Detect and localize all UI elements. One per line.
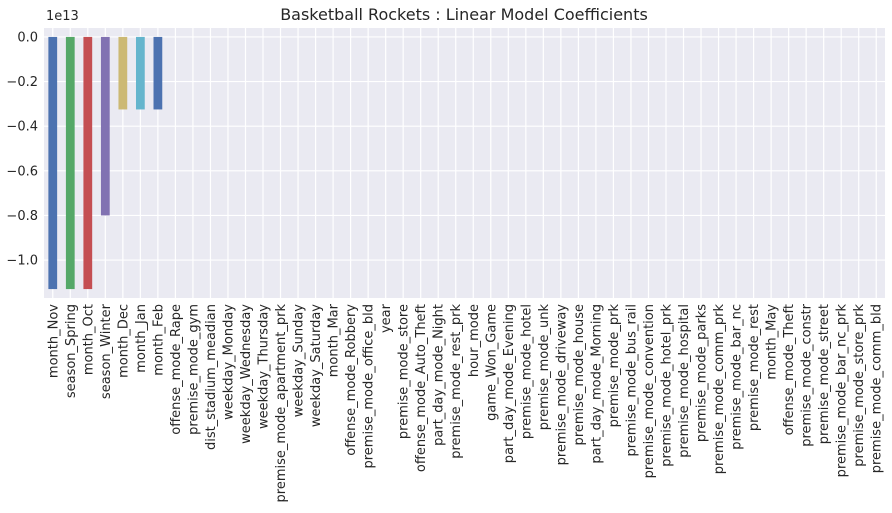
x-axis-ticks: month_Nov season_Spring month_Oct season_Wi… <box>46 303 884 502</box>
x-tick-label: offense_mode_Rape <box>169 304 184 435</box>
x-tick-label: premise_mode_unk <box>537 304 552 431</box>
x-tick-label: month_Nov <box>46 304 61 378</box>
x-tick-label: premise_mode_bus_rail <box>624 304 639 457</box>
x-tick-label: premise_mode_driveway <box>554 304 569 466</box>
x-tick-label: premise_mode_hotel_prk <box>659 304 674 467</box>
x-tick-label: month_Jan <box>134 304 149 373</box>
x-tick-label: weekday_Wednesday <box>239 304 254 444</box>
x-tick-label: offense_mode_Auto_Theft <box>414 304 429 472</box>
bar-season_Winter <box>100 36 110 216</box>
x-tick-label: season_Spring <box>64 304 79 398</box>
x-tick-label: season_Winter <box>99 303 114 399</box>
x-tick-label: part_day_mode_Night <box>432 304 447 446</box>
y-tick-label: −0.6 <box>6 164 38 179</box>
bar-season_Spring <box>65 36 75 290</box>
y-tick-label: −0.4 <box>6 120 38 135</box>
bar-month_Feb <box>153 36 163 110</box>
x-tick-label: month_May <box>765 304 780 380</box>
x-tick-label: premise_mode_store <box>397 304 412 439</box>
x-tick-label: offense_mode_Theft <box>782 304 797 435</box>
bar-month_Dec <box>118 36 128 110</box>
bar-month_Oct <box>83 36 93 290</box>
x-tick-label: premise_mode_comm_bld <box>870 304 885 473</box>
y-axis-ticks: 0.0 −0.2 −0.4 −0.6 −0.8 −1.0 <box>6 30 38 268</box>
y-tick-label: −1.0 <box>6 254 38 269</box>
x-tick-label: premise_mode_apartment_prk <box>274 304 289 503</box>
x-tick-label: premise_mode_store_prk <box>852 304 867 467</box>
x-tick-label: premise_mode_street <box>817 304 832 444</box>
x-tick-label: premise_mode_bar_nc_prk <box>835 304 850 478</box>
x-tick-label: premise_mode_constr <box>800 303 815 446</box>
x-tick-label: game_Won_Game <box>484 304 499 421</box>
y-gridlines <box>44 36 885 261</box>
y-tick-label: −0.8 <box>6 209 38 224</box>
x-tick-label: premise_mode_rest_prk <box>449 304 464 459</box>
x-tick-label: premise_mode_hotel <box>519 304 534 439</box>
x-tick-label: weekday_Saturday <box>309 304 324 427</box>
x-tick-label: premise_mode_office_bld <box>362 304 377 469</box>
x-tick-label: weekday_Sunday <box>292 304 307 418</box>
x-tick-label: premise_mode_gym <box>186 304 201 435</box>
x-tick-label: premise_mode_parks <box>695 304 710 442</box>
x-tick-label: premise_mode_house <box>572 304 587 445</box>
x-tick-label: month_Dec <box>116 304 131 378</box>
x-tick-label: month_Oct <box>81 304 96 375</box>
x-tick-label: premise_mode_bar_nc <box>730 304 745 450</box>
y-tick-label: 0.0 <box>17 30 38 45</box>
y-offset-label: 1e13 <box>46 9 79 24</box>
x-tick-label: premise_mode_convention <box>642 304 657 478</box>
x-tick-label: dist_stadium_meadian <box>204 304 219 450</box>
x-tick-label: part_day_mode_Evening <box>502 304 517 463</box>
y-tick-label: −0.2 <box>6 75 38 90</box>
chart-title: Basketball Rockets : Linear Model Coeffi… <box>280 5 648 24</box>
x-tick-label: weekday_Monday <box>221 304 236 420</box>
x-tick-label: offense_mode_Robbery <box>344 304 359 456</box>
x-tick-label: month_Mar <box>327 303 342 377</box>
bar-month_Jan <box>135 36 145 110</box>
x-tick-label: premise_mode_comm_prk <box>712 304 727 475</box>
x-tick-label: year <box>379 303 394 333</box>
x-tick-label: premise_mode_prk <box>607 304 622 428</box>
x-tick-label: weekday_Thursday <box>257 304 272 429</box>
x-tick-label: premise_mode_rest <box>747 304 762 431</box>
bar-month_Nov <box>48 36 58 290</box>
x-tick-label: premise_mode_hospital <box>677 304 692 458</box>
x-tick-label: part_day_mode_Morning <box>589 304 604 464</box>
bars <box>48 36 163 290</box>
x-tick-label: month_Feb <box>151 304 166 376</box>
plot-area <box>44 28 885 298</box>
x-tick-label: hour_mode <box>467 304 482 377</box>
